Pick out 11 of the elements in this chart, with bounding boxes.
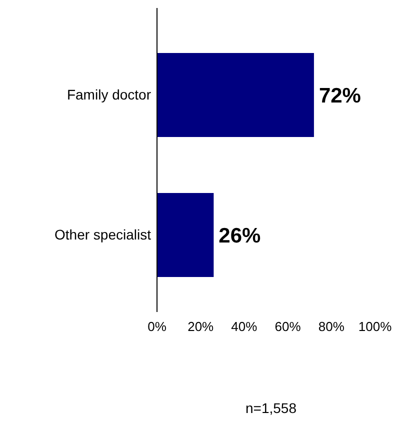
text: n=1,558 (246, 400, 297, 416)
x-tick-label: 40% (231, 319, 258, 334)
y-tick-label: Other specialist (54, 226, 152, 242)
x-tick-label: 20% (188, 319, 214, 334)
y-tick-label: Family doctor (66, 86, 152, 102)
x-tick-label: 0% (148, 319, 167, 334)
x-tick-label: 60% (274, 319, 302, 334)
x-tick-label: 100% (358, 319, 392, 334)
data-label: 26% (218, 224, 262, 248)
data-label: 72% (318, 84, 362, 108)
x-tick-label: 80% (318, 319, 345, 334)
